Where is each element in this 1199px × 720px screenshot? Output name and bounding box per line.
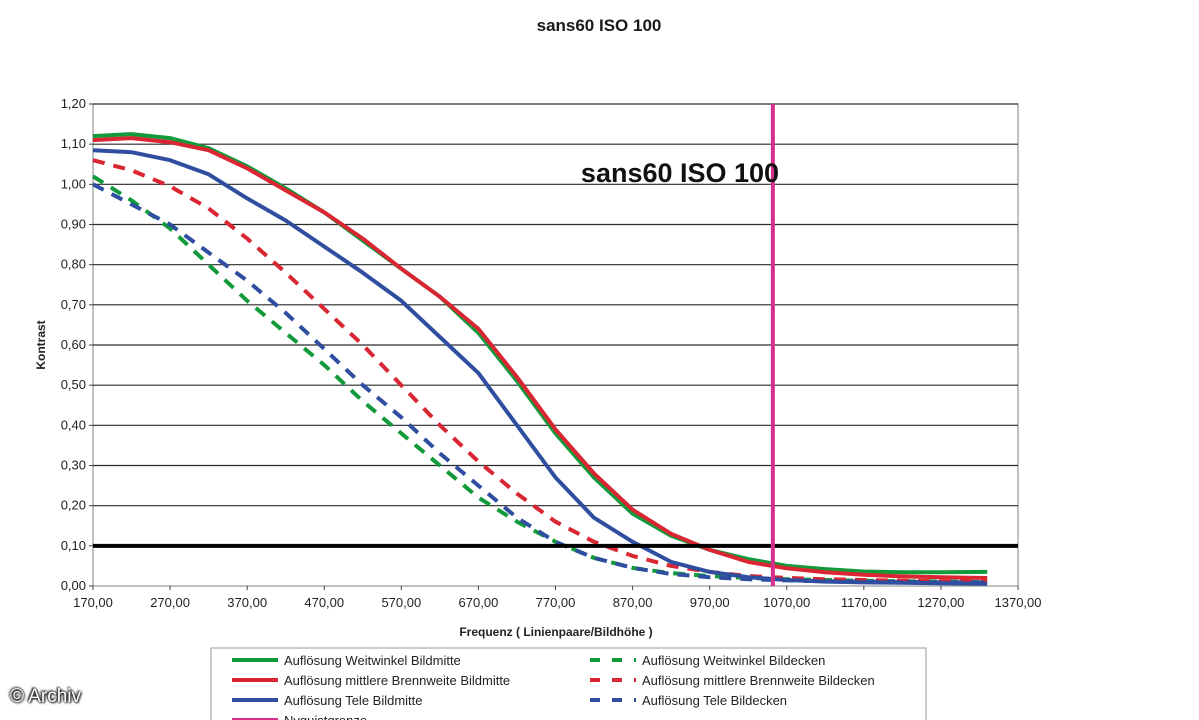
y-tick-label: 0,30: [61, 458, 86, 473]
y-tick-label: 1,10: [61, 136, 86, 151]
x-tick-label: 770,00: [536, 595, 576, 610]
x-tick-label: 1270,00: [917, 595, 964, 610]
y-tick-label: 0,90: [61, 217, 86, 232]
x-tick-label: 1370,00: [995, 595, 1042, 610]
legend: Auflösung Weitwinkel Bildmitte Auflösung …: [210, 647, 927, 720]
x-tick-label: 870,00: [613, 595, 653, 610]
y-axis-ticks: 0,00 0,10 0,20 0,30 0,40 0,50 0,60 0,70 0,80 0,90…: [61, 96, 93, 593]
x-axis-label: Frequenz ( Linienpaare/Bildhöhe ): [459, 625, 652, 639]
x-tick-label: 970,00: [690, 595, 730, 610]
y-tick-label: 0,40: [61, 417, 86, 432]
legend-label: Auflösung Tele Bildmitte: [284, 693, 423, 708]
legend-label: Auflösung Weitwinkel Bildecken: [642, 653, 825, 668]
y-tick-label: 0,50: [61, 377, 86, 392]
x-axis-ticks: 170,00 270,00 370,00 470,00 570,00 670,00 770,…: [73, 586, 1042, 610]
reference-lines: [93, 104, 1018, 586]
y-tick-label: 0,80: [61, 257, 86, 272]
x-tick-label: 570,00: [381, 595, 421, 610]
y-tick-label: 0,00: [61, 578, 86, 593]
watermark: © Archiv: [10, 686, 82, 707]
y-tick-label: 0,10: [61, 538, 86, 553]
x-tick-label: 1170,00: [841, 595, 887, 610]
series-line-aufl-sung-mittlere-brennweite-bildmitte: [92, 136, 988, 580]
series-line-aufl-sung-mittlere-brennweite-bildecken: [92, 158, 988, 584]
x-tick-label: 170,00: [73, 595, 113, 610]
y-axis-label: Kontrast: [34, 320, 48, 369]
chart-title: sans60 ISO 100: [537, 16, 662, 35]
legend-label: Auflösung Tele Bildecken: [642, 693, 787, 708]
y-tick-label: 1,00: [61, 176, 86, 191]
legend-label: Auflösung mittlere Brennweite Bildmitte: [284, 673, 510, 688]
legend-label: Auflösung mittlere Brennweite Bildecken: [642, 673, 875, 688]
y-tick-label: 1,20: [61, 96, 86, 111]
legend-label: Auflösung Weitwinkel Bildmitte: [284, 653, 461, 668]
legend-label: Nyquistgrenze: [284, 713, 367, 720]
x-tick-label: 470,00: [304, 595, 344, 610]
y-tick-label: 0,70: [61, 297, 86, 312]
series-line-aufl-sung-tele-bildmitte: [92, 148, 988, 586]
chart-inner-title: sans60 ISO 100: [581, 158, 779, 188]
x-tick-label: 1070,00: [763, 595, 810, 610]
series-layer: [91, 132, 988, 586]
legend-box: [210, 647, 927, 720]
y-tick-label: 0,20: [61, 498, 86, 513]
x-tick-label: 370,00: [227, 595, 267, 610]
x-tick-label: 670,00: [459, 595, 499, 610]
y-tick-label: 0,60: [61, 337, 86, 352]
x-tick-label: 270,00: [150, 595, 190, 610]
